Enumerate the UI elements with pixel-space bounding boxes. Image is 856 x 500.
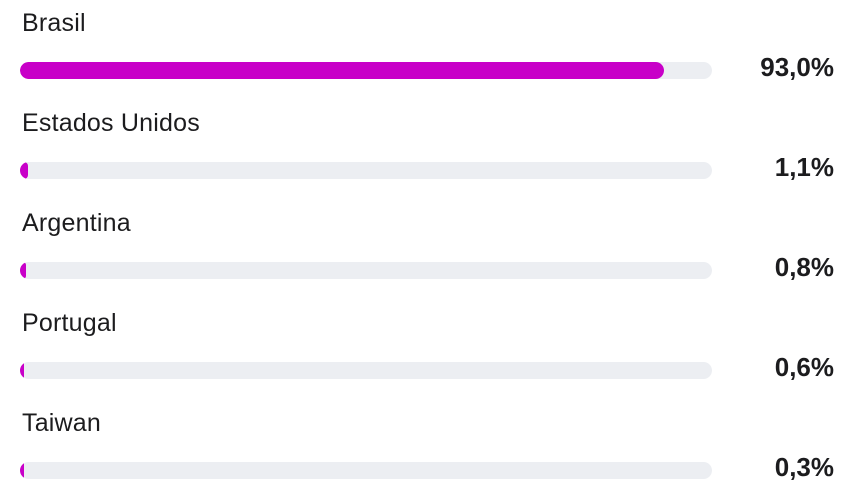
percent-bar-track — [20, 462, 712, 479]
country-row-taiwan: Taiwan 0,3% — [0, 400, 856, 500]
percent-bar-track — [20, 62, 712, 79]
percent-bar-track — [20, 262, 712, 279]
percent-bar-track — [20, 162, 712, 179]
country-row-estados-unidos: Estados Unidos 1,1% — [0, 100, 856, 200]
country-row-argentina: Argentina 0,8% — [0, 200, 856, 300]
country-percent: 1,1% — [774, 152, 834, 182]
percent-bar-fill — [20, 362, 25, 379]
percent-bar-fill — [20, 462, 24, 479]
country-percent: 0,8% — [774, 252, 834, 282]
country-percent: 93,0% — [760, 52, 834, 82]
country-name: Taiwan — [22, 409, 102, 437]
country-row-brasil: Brasil 93,0% — [0, 0, 856, 100]
country-name: Estados Unidos — [22, 109, 200, 137]
country-row-portugal: Portugal 0,6% — [0, 300, 856, 400]
percent-bar-fill — [20, 62, 664, 79]
country-name: Brasil — [22, 9, 86, 37]
country-name: Portugal — [22, 309, 117, 337]
country-name: Argentina — [22, 209, 131, 237]
percent-bar-fill — [20, 162, 28, 179]
percent-bar-fill — [20, 262, 26, 279]
country-percent: 0,6% — [774, 352, 834, 382]
percent-bar-track — [20, 362, 712, 379]
country-percent: 0,3% — [774, 452, 834, 482]
